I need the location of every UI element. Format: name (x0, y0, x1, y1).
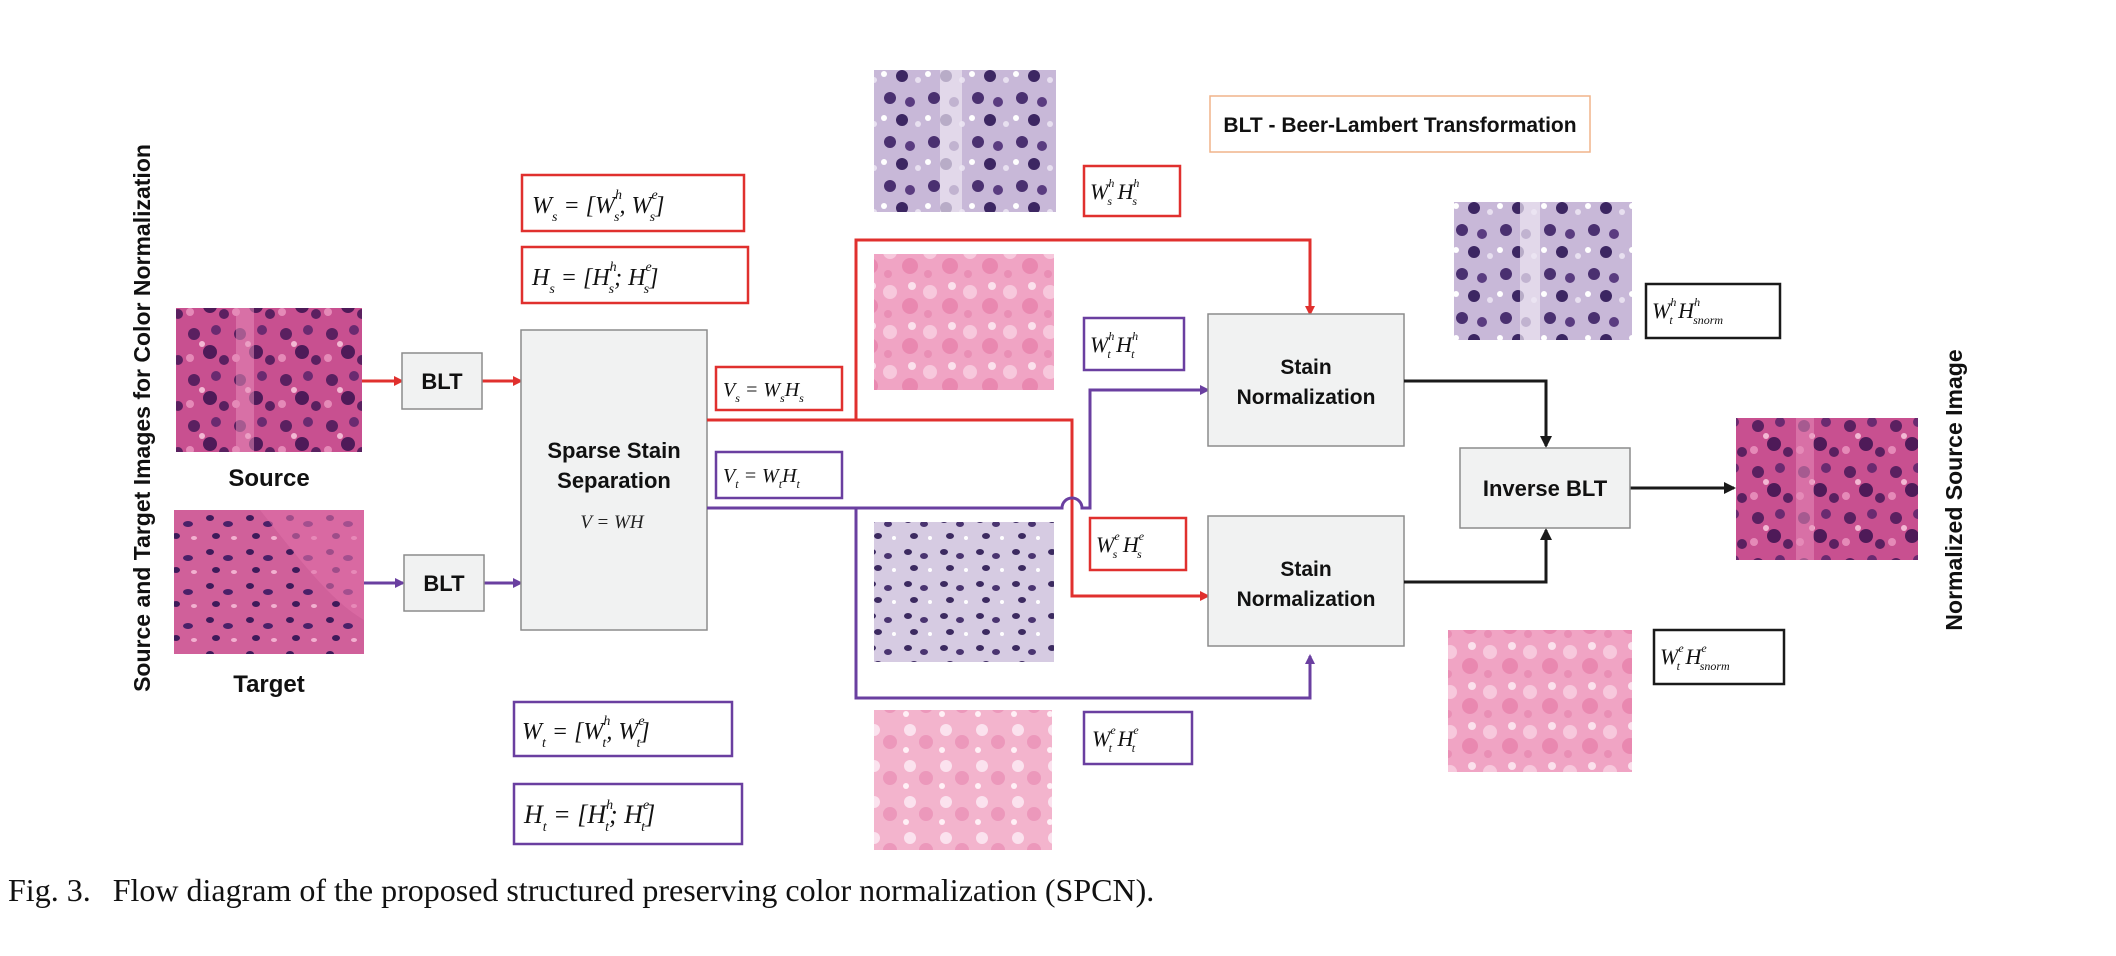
purple-path-to-top-stain-normalization (707, 385, 1210, 510)
ws-e-hs-e: We s He s (1096, 529, 1145, 561)
source-eosin-image (874, 254, 1054, 390)
right-vertical-label: Normalized Source Image (1941, 349, 1967, 630)
sss-equation: V = WH (580, 512, 644, 533)
vt-equation-box (714, 450, 844, 500)
stain-normalization-bottom-line1: Stain (1280, 558, 1331, 581)
arrow-top-norm-to-inverse-blt (1404, 379, 1552, 448)
vs-equation-box (714, 365, 844, 412)
normalized-hematoxylin-image (1454, 202, 1632, 340)
source-label: Source (228, 465, 309, 492)
wt-h-ht-h-box (1082, 316, 1186, 372)
blt-source-box (401, 352, 483, 410)
stain-normalization-bottom-box (1207, 515, 1405, 647)
target-label: Target (233, 671, 305, 698)
blt-source-label: BLT (421, 369, 463, 394)
left-vertical-label: Source and Target Images for Color Norma… (129, 144, 155, 692)
sss-title-line1: Sparse Stain (547, 438, 680, 463)
wt-e-hsnorm-e-box (1652, 628, 1786, 686)
stain-normalization-top-line2: Normalization (1237, 386, 1376, 409)
stain-normalization-top-line1: Stain (1280, 356, 1331, 379)
inverse-blt-label: Inverse BLT (1483, 476, 1608, 501)
figure-number: Fig. 3. (8, 872, 91, 908)
wt-e-ht-e-box (1082, 710, 1194, 766)
wt-equation-box (512, 700, 734, 758)
blt-target-label: BLT (423, 571, 465, 596)
ws-h-hs-h: Wh s Hh s (1090, 176, 1139, 208)
sparse-stain-separation-box (520, 329, 708, 631)
ws-equation-box (520, 173, 746, 233)
normalized-source-image (1736, 418, 1918, 560)
arrow-bottom-norm-to-inverse-blt (1404, 528, 1552, 584)
source-image (176, 308, 362, 452)
inverse-blt-box (1459, 447, 1631, 529)
hs-equation-box (520, 245, 750, 305)
red-path-to-bottom-stain-normalization (707, 418, 1210, 601)
legend-text: BLT - Beer-Lambert Transformation (1223, 114, 1576, 137)
wt-e-ht-e: We t He t (1092, 723, 1139, 755)
purple-path-to-bottom-stain-normalization (854, 508, 1315, 700)
ws-e-hs-e-box (1088, 516, 1188, 572)
vs-equation: Vs = WsHs (723, 379, 804, 405)
stain-normalization-top-box (1207, 313, 1405, 447)
target-eosin-image (874, 710, 1052, 850)
ws-h-hs-h-box (1082, 164, 1182, 218)
target-image (174, 510, 364, 654)
wt-h-hsnorm-h-box (1644, 282, 1782, 340)
ht-equation: Ht = [Hh t; He t] (523, 798, 655, 835)
source-hematoxylin-image (874, 70, 1056, 212)
stain-normalization-bottom-line2: Normalization (1237, 588, 1376, 611)
normalized-eosin-image (1448, 630, 1632, 772)
figure-caption-text: Flow diagram of the proposed structured … (112, 872, 1155, 908)
figure-caption: Fig. 3. Flow diagram of the proposed stru… (8, 872, 1154, 909)
wt-h-ht-h: Wh t Hh t (1090, 329, 1138, 361)
target-hematoxylin-image (874, 522, 1054, 662)
blt-target-box (403, 554, 485, 612)
ht-equation-box (512, 782, 744, 846)
legend-box (1209, 95, 1591, 153)
sss-title-line2: Separation (557, 468, 671, 493)
